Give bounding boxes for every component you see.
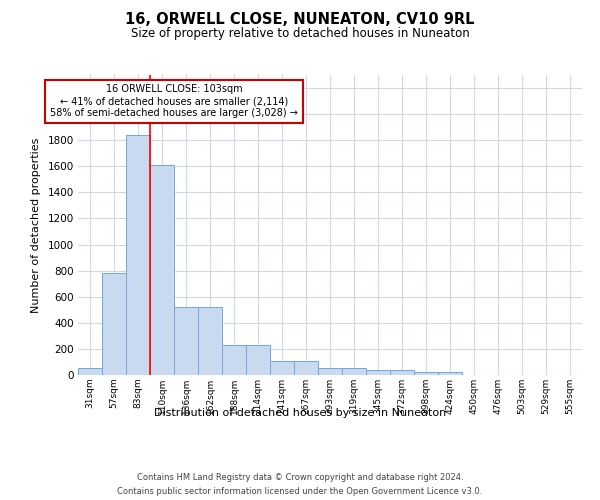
Bar [414, 372, 438, 375]
Bar [318, 368, 342, 375]
Bar [126, 135, 150, 375]
Y-axis label: Number of detached properties: Number of detached properties [31, 138, 41, 312]
Text: Contains HM Land Registry data © Crown copyright and database right 2024.: Contains HM Land Registry data © Crown c… [137, 472, 463, 482]
Bar [78, 368, 102, 375]
Bar [174, 307, 198, 375]
Bar [150, 165, 174, 375]
Bar [222, 345, 246, 375]
Text: Distribution of detached houses by size in Nuneaton: Distribution of detached houses by size … [154, 408, 446, 418]
Bar [294, 362, 318, 375]
Bar [438, 372, 462, 375]
Text: Size of property relative to detached houses in Nuneaton: Size of property relative to detached ho… [131, 28, 469, 40]
Bar [198, 307, 222, 375]
Text: 16, ORWELL CLOSE, NUNEATON, CV10 9RL: 16, ORWELL CLOSE, NUNEATON, CV10 9RL [125, 12, 475, 28]
Bar [366, 370, 390, 375]
Bar [270, 362, 294, 375]
Text: Contains public sector information licensed under the Open Government Licence v3: Contains public sector information licen… [118, 486, 482, 496]
Bar [342, 368, 366, 375]
Text: 16 ORWELL CLOSE: 103sqm
← 41% of detached houses are smaller (2,114)
58% of semi: 16 ORWELL CLOSE: 103sqm ← 41% of detache… [50, 84, 298, 117]
Bar [102, 274, 126, 375]
Bar [390, 370, 414, 375]
Bar [246, 345, 270, 375]
